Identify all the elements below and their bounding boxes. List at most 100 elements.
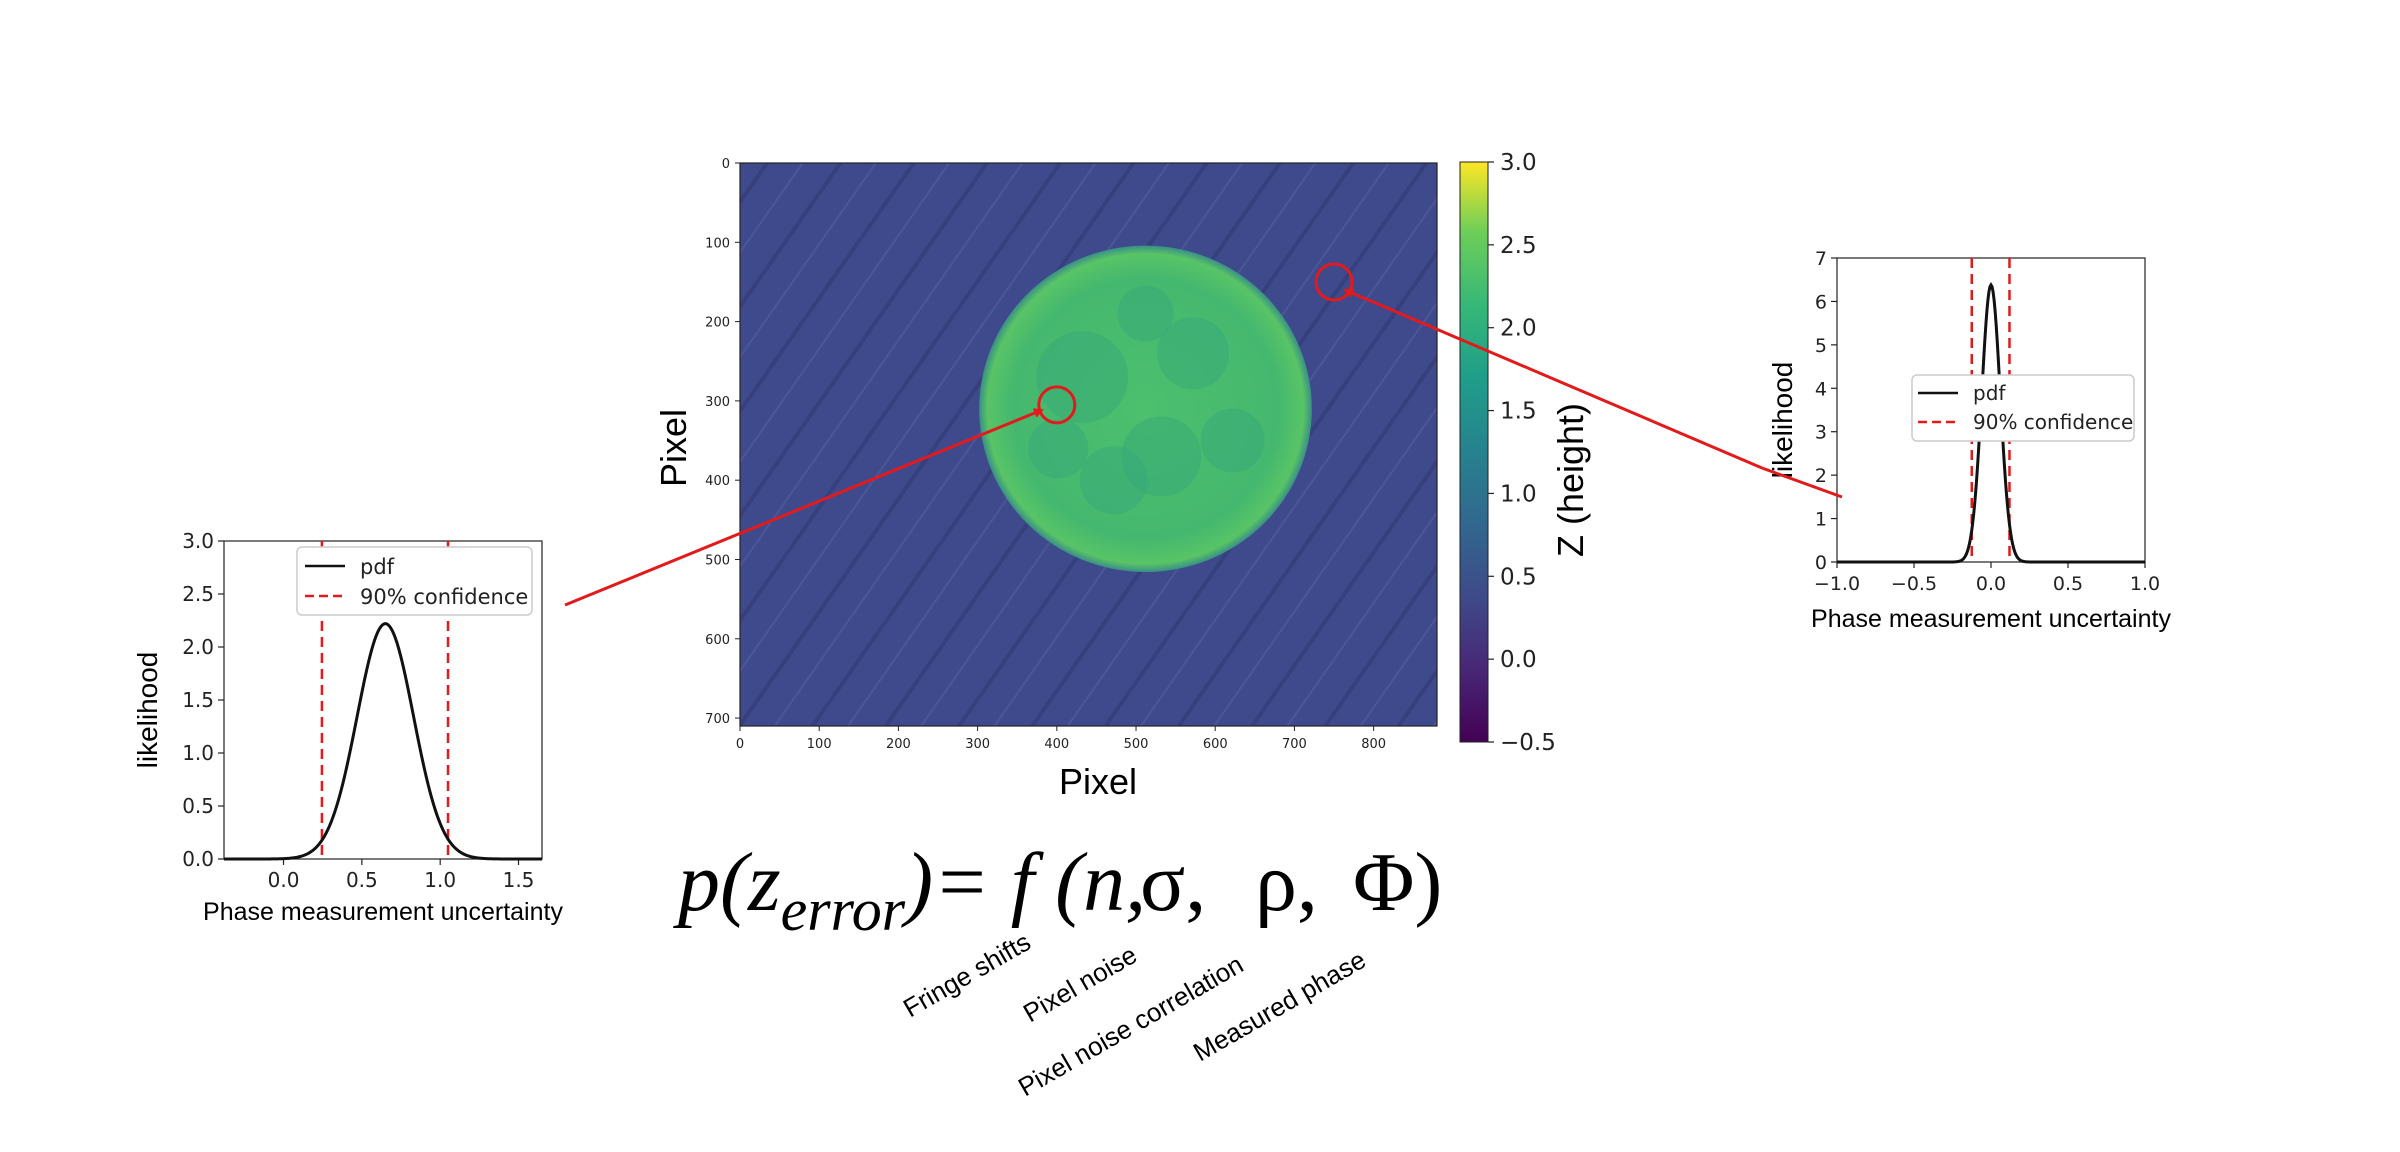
colorbar-label: Z (height): [1550, 403, 1591, 557]
x-tick-label: 500: [1124, 737, 1149, 752]
x-tick-label: 0.5: [2053, 573, 2083, 595]
right-pdf-plot: −1.0 −0.5 0.0 0.5 1.0 0 1 2 3 4 5 6 7 Phase measure…: [1767, 248, 2171, 633]
colorbar-tick-label: 0.0: [1500, 647, 1537, 673]
left-legend-box: [296, 546, 533, 616]
disk-texture-patch: [1121, 416, 1202, 497]
right-legend: pdf 90% confidence: [1911, 374, 2135, 442]
formula-p: p(z: [673, 836, 781, 929]
x-tick-label: 600: [1203, 737, 1228, 752]
formula-expression: p(zerror)= f (n,σ, ρ, Φ): [673, 836, 1442, 943]
formula-sigma: σ,: [1140, 836, 1206, 929]
y-tick-label: 1: [1815, 509, 1827, 531]
disk-texture-patch: [1200, 408, 1265, 473]
y-tick-label: 2: [1815, 465, 1827, 487]
y-tick-label: 2.0: [182, 635, 214, 659]
y-tick-label: 1.0: [182, 741, 214, 765]
y-tick-label: 5: [1815, 335, 1827, 357]
formula-equals-f: = f (: [933, 836, 1088, 929]
y-tick-label: 3.0: [182, 529, 214, 553]
left-legend-pdf-label: pdf: [360, 555, 395, 579]
right-pdf-curve: [1837, 282, 2145, 564]
y-tick-label: 0: [722, 157, 730, 172]
y-tick-label: 3: [1815, 422, 1827, 444]
left-legend: pdf 90% confidence: [296, 546, 533, 616]
x-tick-label: 700: [1282, 737, 1307, 752]
x-tick-label: 100: [807, 737, 832, 752]
height-map-markers: [1037, 262, 1354, 425]
colorbar-ticks: 3.0 2.5 2.0 1.5 1.0 0.5 0.0 −0.5: [1488, 150, 1556, 756]
y-tick-label: 700: [705, 712, 730, 727]
arrow-to-background-marker: [1343, 288, 1763, 470]
right-plot-x-ticks: −1.0 −0.5 0.0 0.5 1.0: [1814, 562, 2160, 595]
y-tick-label: 0.5: [182, 794, 214, 818]
x-tick-label: 400: [1044, 737, 1069, 752]
height-map-x-ticks: 0 100 200 300 400 500 600 700 800: [736, 726, 1386, 752]
colorbar: 3.0 2.5 2.0 1.5 1.0 0.5 0.0 −0.5 Z (height): [1459, 150, 1591, 756]
height-map-plot: 0 100 200 300 400 500 600 700 800 0 100 200 300 400 5…: [653, 157, 1438, 802]
disk-texture-patch: [1079, 446, 1148, 515]
formula-subscript: error: [781, 877, 906, 943]
x-tick-label: 0.5: [346, 868, 378, 892]
formula-close-paren: ): [901, 836, 933, 929]
colorbar-tick-label: 1.0: [1500, 481, 1537, 507]
y-tick-label: 6: [1815, 291, 1827, 313]
y-tick-label: 0: [1815, 552, 1827, 574]
disk-texture-patch: [1028, 418, 1089, 479]
colorbar-tick-label: 1.5: [1500, 399, 1537, 425]
left-legend-confidence-label: 90% confidence: [360, 585, 528, 609]
x-tick-label: 200: [886, 737, 911, 752]
arrow-to-disk-marker: [564, 408, 1044, 607]
y-tick-label: 100: [705, 236, 730, 251]
x-tick-label: 0: [736, 737, 744, 752]
y-tick-label: 600: [705, 633, 730, 648]
colorbar-tick-label: 0.5: [1500, 564, 1537, 590]
right-legend-confidence-label: 90% confidence: [1973, 410, 2133, 434]
x-tick-label: 800: [1361, 737, 1386, 752]
formula-phi: Φ): [1353, 836, 1442, 929]
y-tick-label: 400: [705, 474, 730, 489]
formula-rho: ρ,: [1255, 836, 1318, 929]
disk-texture: [1028, 285, 1265, 515]
x-tick-label: 0.0: [1976, 573, 2006, 595]
y-tick-label: 300: [705, 395, 730, 410]
x-tick-label: 1.0: [2130, 573, 2160, 595]
height-map-y-label: Pixel: [653, 409, 694, 487]
colorbar-tick-label: 2.5: [1500, 233, 1537, 259]
left-pdf-curve: [224, 622, 542, 861]
left-plot-y-ticks: 0.0 0.5 1.0 1.5 2.0 2.5 3.0: [182, 529, 224, 871]
right-legend-pdf-label: pdf: [1973, 381, 2006, 405]
disk-texture-patch: [1157, 317, 1230, 390]
x-tick-label: 300: [965, 737, 990, 752]
y-tick-label: 7: [1815, 248, 1827, 270]
height-map-y-ticks: 0 100 200 300 400 500 600 700: [705, 157, 740, 727]
right-plot-y-ticks: 0 1 2 3 4 5 6 7: [1815, 248, 1837, 574]
right-legend-box: [1911, 374, 2135, 442]
colorbar-gradient: [1459, 161, 1489, 743]
x-tick-label: −0.5: [1891, 573, 1937, 595]
arrow-right-stub: [1761, 466, 1843, 499]
y-tick-label: 0.0: [182, 847, 214, 871]
height-map-disk: [979, 245, 1312, 573]
disk-texture-patch: [1036, 331, 1129, 424]
annotation-pixel-noise-correlation: Pixel noise correlation: [1013, 949, 1248, 1102]
connector-arrows: [564, 288, 1843, 607]
y-tick-label: 2.5: [182, 582, 214, 606]
marker-circle: [1037, 385, 1077, 425]
y-tick-label: 200: [705, 316, 730, 331]
y-tick-label: 1.5: [182, 688, 214, 712]
x-tick-label: −1.0: [1814, 573, 1860, 595]
colorbar-tick-label: 3.0: [1500, 150, 1537, 176]
disk-texture-patch: [1117, 285, 1174, 342]
colorbar-tick-label: 2.0: [1500, 316, 1537, 342]
y-tick-label: 4: [1815, 378, 1827, 400]
annotation-fringe-shifts: Fringe shifts: [898, 926, 1036, 1023]
x-tick-label: 1.0: [424, 868, 456, 892]
height-map-x-label: Pixel: [1059, 761, 1137, 802]
left-plot-y-label: likelihood: [132, 652, 163, 769]
left-plot-x-ticks: 0.0 0.5 1.0 1.5: [268, 859, 534, 892]
x-tick-label: 0.0: [268, 868, 300, 892]
left-plot-x-label: Phase measurement uncertainty: [203, 898, 563, 926]
y-tick-label: 500: [705, 553, 730, 568]
height-map-image: [740, 163, 1437, 726]
